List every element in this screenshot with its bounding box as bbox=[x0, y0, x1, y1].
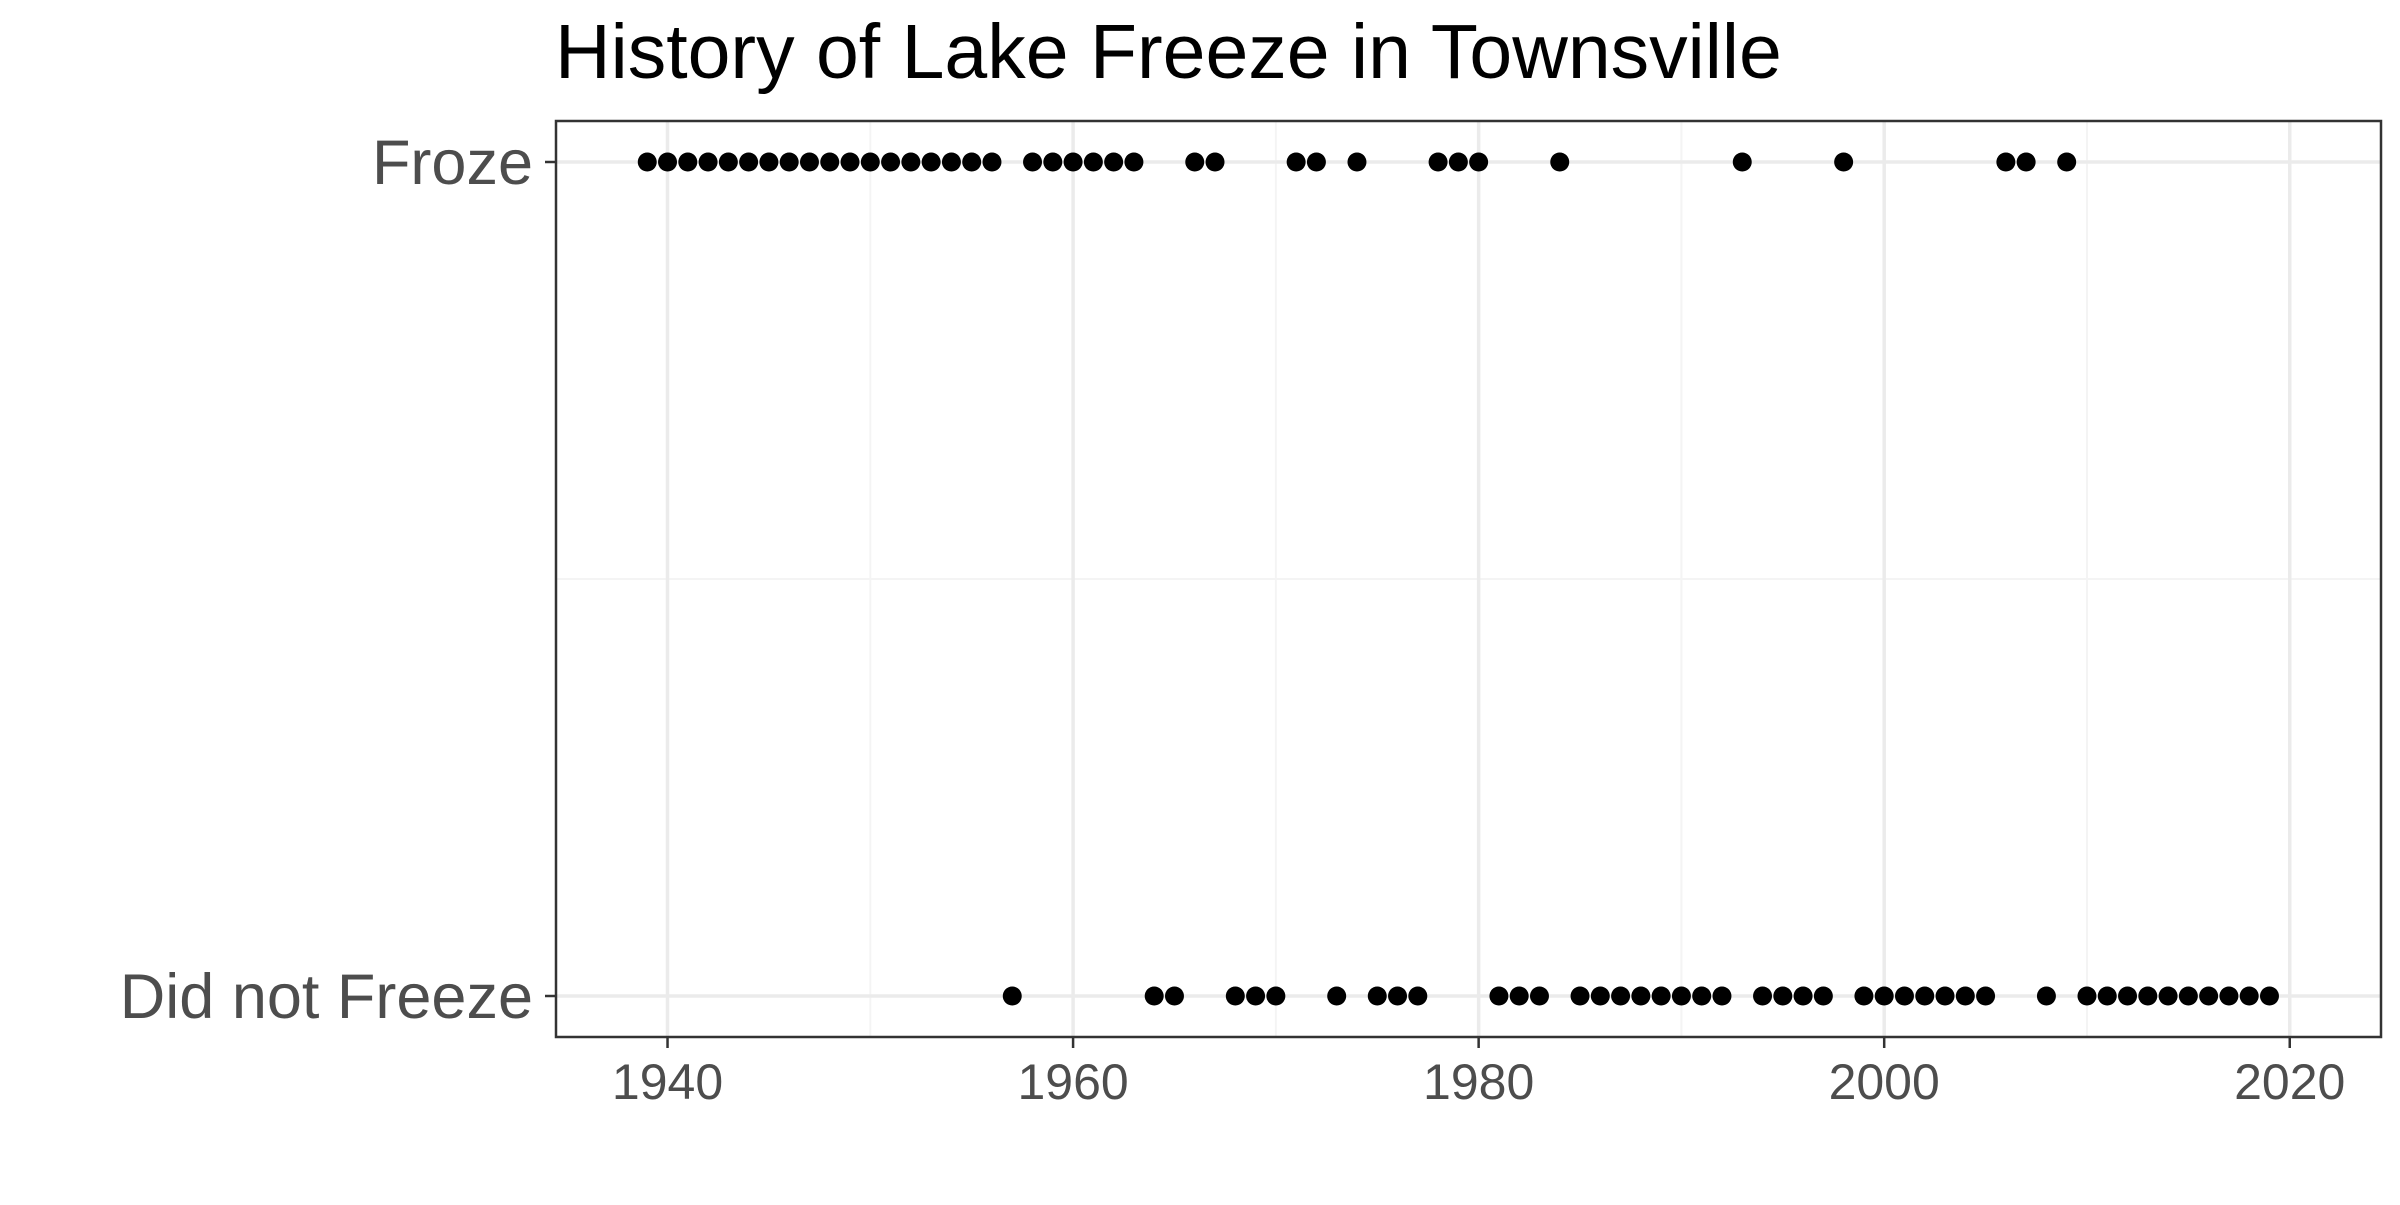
data-point bbox=[1671, 986, 1691, 1006]
data-point bbox=[1266, 986, 1286, 1006]
data-point bbox=[1651, 986, 1671, 1006]
data-point bbox=[1509, 986, 1529, 1006]
data-point bbox=[739, 152, 759, 172]
data-point bbox=[1631, 986, 1651, 1006]
data-point bbox=[1570, 986, 1590, 1006]
data-point bbox=[1590, 986, 1610, 1006]
data-point bbox=[1915, 986, 1935, 1006]
data-point bbox=[1388, 986, 1408, 1006]
data-point bbox=[2219, 986, 2239, 1006]
data-point bbox=[860, 152, 880, 172]
data-point bbox=[1793, 986, 1813, 1006]
data-point bbox=[1935, 986, 1955, 1006]
data-point bbox=[1550, 152, 1570, 172]
data-point bbox=[941, 152, 961, 172]
data-point bbox=[637, 152, 657, 172]
data-point bbox=[2158, 986, 2178, 1006]
data-point bbox=[1611, 986, 1631, 1006]
data-point bbox=[1124, 152, 1144, 172]
data-point bbox=[1347, 152, 1367, 172]
data-point bbox=[678, 152, 698, 172]
data-point bbox=[962, 152, 982, 172]
data-point bbox=[779, 152, 799, 172]
data-point bbox=[2138, 986, 2158, 1006]
data-point bbox=[1428, 152, 1448, 172]
data-point bbox=[698, 152, 718, 172]
panel-border bbox=[554, 119, 2383, 1039]
data-point bbox=[1955, 986, 1975, 1006]
data-point bbox=[921, 152, 941, 172]
data-point bbox=[2016, 152, 2036, 172]
x-tick-label: 1940 bbox=[612, 1054, 723, 1110]
data-point bbox=[1063, 152, 1083, 172]
data-point bbox=[658, 152, 678, 172]
data-point bbox=[2259, 986, 2279, 1006]
data-point bbox=[881, 152, 901, 172]
data-point bbox=[1327, 986, 1347, 1006]
data-point bbox=[2097, 986, 2117, 1006]
data-point bbox=[2118, 986, 2138, 1006]
data-point bbox=[1448, 152, 1468, 172]
data-point bbox=[1225, 986, 1245, 1006]
data-point bbox=[1692, 986, 1712, 1006]
data-point bbox=[982, 152, 1002, 172]
data-point bbox=[1023, 152, 1043, 172]
data-point bbox=[1813, 986, 1833, 1006]
data-point bbox=[1205, 152, 1225, 172]
data-point bbox=[1753, 986, 1773, 1006]
data-point bbox=[840, 152, 860, 172]
data-point bbox=[1854, 986, 1874, 1006]
data-point bbox=[1529, 986, 1549, 1006]
x-tick-label: 2000 bbox=[1829, 1054, 1940, 1110]
data-point bbox=[1306, 152, 1326, 172]
data-point bbox=[759, 152, 779, 172]
data-point bbox=[1083, 152, 1103, 172]
data-point bbox=[1144, 986, 1164, 1006]
data-point bbox=[799, 152, 819, 172]
data-point bbox=[1246, 986, 1266, 1006]
x-tick-label: 1960 bbox=[1017, 1054, 1128, 1110]
data-point bbox=[820, 152, 840, 172]
data-point bbox=[2077, 986, 2097, 1006]
data-point bbox=[1104, 152, 1124, 172]
data-point bbox=[1185, 152, 1205, 172]
data-point bbox=[1286, 152, 1306, 172]
data-point bbox=[1489, 986, 1509, 1006]
data-point bbox=[1367, 986, 1387, 1006]
data-point bbox=[1773, 986, 1793, 1006]
data-point bbox=[2057, 152, 2077, 172]
axis-ticks: 1940 1960 1980 2000 2020 Froze Did not Freeze bbox=[120, 128, 2346, 1110]
data-points bbox=[637, 152, 2279, 1006]
data-point bbox=[718, 152, 738, 172]
chart-title: History of Lake Freeze in Townsville bbox=[555, 9, 1782, 95]
data-point bbox=[1164, 986, 1184, 1006]
data-point bbox=[1874, 986, 1894, 1006]
data-point bbox=[2239, 986, 2259, 1006]
data-point bbox=[1408, 986, 1428, 1006]
data-point bbox=[1834, 152, 1854, 172]
y-tick-label: Froze bbox=[372, 128, 533, 198]
data-point bbox=[1976, 986, 1996, 1006]
data-point bbox=[2036, 986, 2056, 1006]
data-point bbox=[1043, 152, 1063, 172]
data-point bbox=[2178, 986, 2198, 1006]
data-point bbox=[901, 152, 921, 172]
data-point bbox=[1712, 986, 1732, 1006]
x-tick-label: 2020 bbox=[2234, 1054, 2345, 1110]
data-point bbox=[1996, 152, 2016, 172]
grid bbox=[556, 121, 2381, 1037]
data-point bbox=[2199, 986, 2219, 1006]
y-tick-label: Did not Freeze bbox=[120, 962, 533, 1032]
data-point bbox=[1469, 152, 1489, 172]
data-point bbox=[1894, 986, 1914, 1006]
x-tick-label: 1980 bbox=[1423, 1054, 1534, 1110]
data-point bbox=[1002, 986, 1022, 1006]
data-point bbox=[1732, 152, 1752, 172]
